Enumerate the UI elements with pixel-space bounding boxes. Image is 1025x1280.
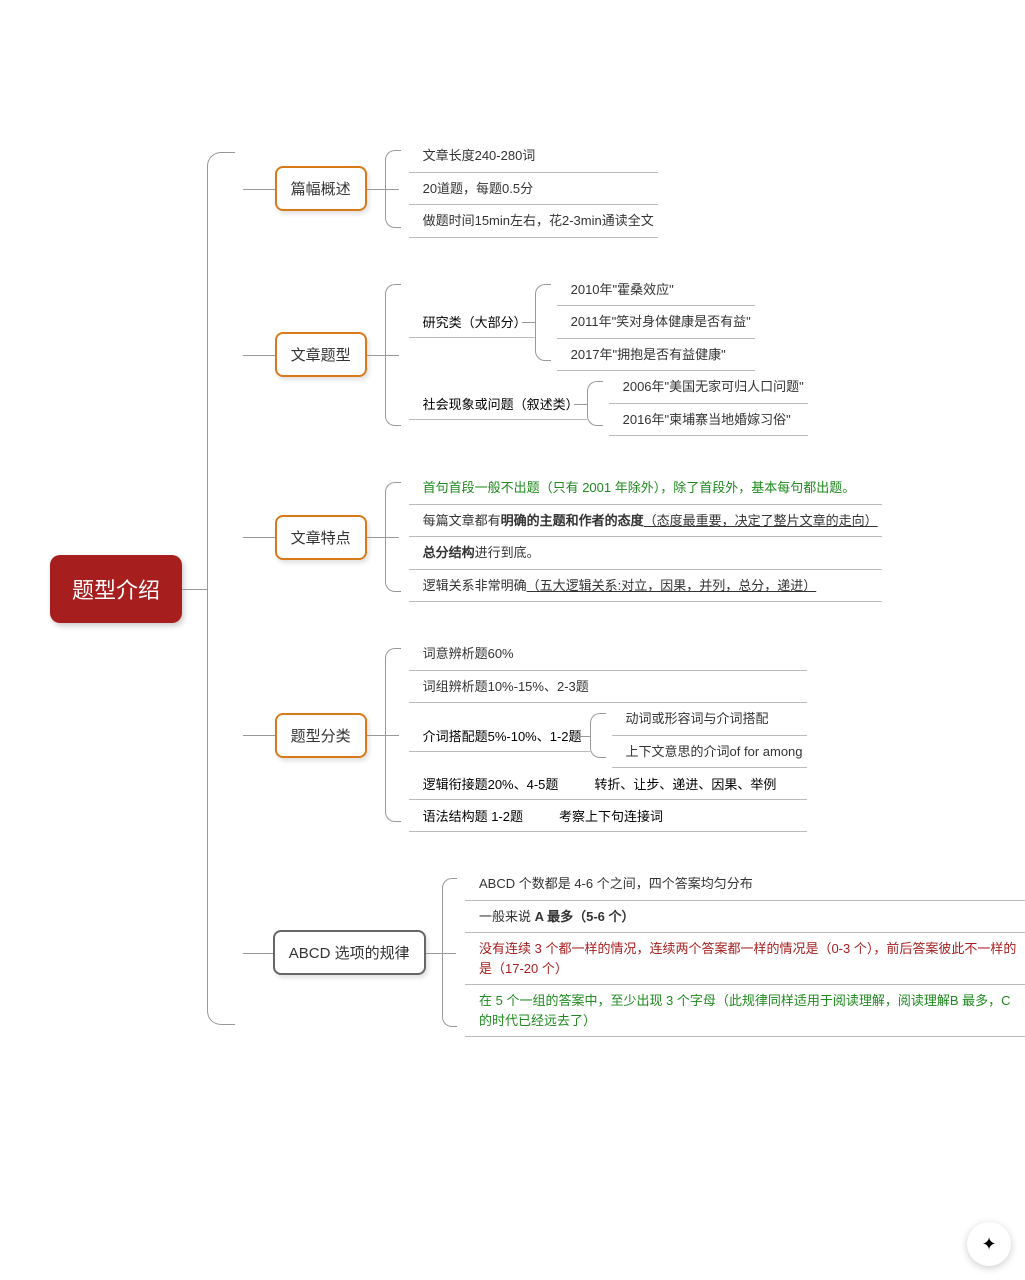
bracket bbox=[590, 713, 606, 758]
inline-label: 语法结构题 1-2题 bbox=[409, 800, 527, 831]
leaf-item: 2011年"笑对身体健康是否有益" bbox=[557, 306, 755, 339]
node-abcd[interactable]: ABCD 选项的规律 bbox=[273, 930, 426, 975]
items: ABCD 个数都是 4-6 个之间，四个答案均匀分布 一般来说 A 最多（5-6… bbox=[465, 868, 1025, 1037]
sparkle-icon: ✦ bbox=[981, 1234, 996, 1255]
sub-social: 社会现象或问题（叙述类） 2006年"美国无家可归人口问题" 2016年"柬埔寨… bbox=[409, 371, 808, 436]
sub-label: 社会现象或问题（叙述类） bbox=[409, 388, 587, 420]
sub-research: 研究类（大部分） 2010年"霍桑效应" 2011年"笑对身体健康是否有益" 2… bbox=[409, 274, 808, 372]
branch-abcd: ABCD 选项的规律 ABCD 个数都是 4-6 个之间，四个答案均匀分布 一般… bbox=[243, 868, 1025, 1037]
inline-item: 语法结构题 1-2题 考察上下句连接词 bbox=[409, 800, 807, 832]
leaf-item: 一般来说 A 最多（5-6 个） bbox=[465, 901, 1025, 934]
branch-type: 文章题型 研究类（大部分） 2010年"霍桑效应" 2011年"笑对身体健康是否… bbox=[243, 274, 1025, 437]
bracket bbox=[442, 878, 457, 1027]
connector bbox=[243, 472, 275, 602]
leaf-item: 2006年"美国无家可归人口问题" bbox=[609, 371, 808, 404]
sub-label: 研究类（大部分） bbox=[409, 306, 535, 338]
branch-features: 文章特点 首句首段一般不出题（只有 2001 年除外），除了首段外，基本每句都出… bbox=[243, 472, 1025, 602]
leaf-item: 做题时间15min左右，花2-3min通读全文 bbox=[409, 205, 658, 238]
node-type[interactable]: 文章题型 bbox=[275, 332, 367, 377]
leaf-item: 2017年"拥抱是否有益健康" bbox=[557, 339, 755, 372]
leaf-item: 上下文意思的介词of for among bbox=[612, 736, 807, 769]
leaf-item: 每篇文章都有明确的主题和作者的态度（态度最重要，决定了整片文章的走向） bbox=[409, 505, 882, 538]
bracket bbox=[385, 150, 401, 228]
leaf-item: ABCD 个数都是 4-6 个之间，四个答案均匀分布 bbox=[465, 868, 1025, 901]
sub-items: 2010年"霍桑效应" 2011年"笑对身体健康是否有益" 2017年"拥抱是否… bbox=[557, 274, 755, 372]
connector bbox=[243, 140, 275, 238]
connector bbox=[243, 868, 273, 1037]
branch-overview: 篇幅概述 文章长度240-280词 20道题，每题0.5分 做题时间15min左… bbox=[243, 140, 1025, 238]
connector bbox=[243, 638, 275, 832]
bracket bbox=[385, 648, 401, 822]
mindmap-canvas: 题型介绍 篇幅概述 文章长度240-280词 20道题，每题0.5分 做题时间1… bbox=[0, 0, 1025, 1280]
bracket bbox=[385, 482, 401, 592]
leaf-item: 总分结构进行到底。 bbox=[409, 537, 882, 570]
node-classify[interactable]: 题型分类 bbox=[275, 713, 367, 758]
inline-item: 逻辑衔接题20%、4-5题 转折、让步、递进、因果、举例 bbox=[409, 768, 807, 800]
leaf-item: 词意辨析题60% bbox=[409, 638, 807, 671]
items: 词意辨析题60% 词组辨析题10%-15%、2-3题 介词搭配题5%-10%、1… bbox=[409, 638, 807, 832]
node-features[interactable]: 文章特点 bbox=[275, 515, 367, 560]
inline-label: 逻辑衔接题20%、4-5题 bbox=[409, 768, 563, 799]
level1-branches: 篇幅概述 文章长度240-280词 20道题，每题0.5分 做题时间15min左… bbox=[243, 140, 1025, 1037]
bracket-root bbox=[207, 152, 235, 1025]
leaf-item: 2010年"霍桑效应" bbox=[557, 274, 755, 307]
items: 文章长度240-280词 20道题，每题0.5分 做题时间15min左右，花2-… bbox=[409, 140, 658, 238]
bracket bbox=[385, 284, 401, 427]
connector bbox=[243, 274, 275, 437]
leaf-item: 没有连续 3 个都一样的情况，连续两个答案都一样的情况是（0-3 个），前后答案… bbox=[465, 933, 1025, 985]
node-overview[interactable]: 篇幅概述 bbox=[275, 166, 367, 211]
bracket bbox=[587, 381, 603, 426]
mindmap: 题型介绍 篇幅概述 文章长度240-280词 20道题，每题0.5分 做题时间1… bbox=[0, 140, 1025, 1037]
leaf-item: 动词或形容词与介词搭配 bbox=[612, 703, 807, 736]
fab-button[interactable]: ✦ bbox=[967, 1222, 1011, 1266]
branch-classify: 题型分类 词意辨析题60% 词组辨析题10%-15%、2-3题 介词搭配题5%-… bbox=[243, 638, 1025, 832]
leaf-item: 逻辑关系非常明确（五大逻辑关系:对立，因果，并列，总分，递进） bbox=[409, 570, 882, 603]
sub-label: 介词搭配题5%-10%、1-2题 bbox=[409, 720, 590, 752]
subs: 研究类（大部分） 2010年"霍桑效应" 2011年"笑对身体健康是否有益" 2… bbox=[409, 274, 808, 437]
root-node[interactable]: 题型介绍 bbox=[50, 555, 182, 623]
leaf-item: 文章长度240-280词 bbox=[409, 140, 658, 173]
leaf-item: 词组辨析题10%-15%、2-3题 bbox=[409, 671, 807, 704]
leaf-item: 在 5 个一组的答案中，至少出现 3 个字母（此规律同样适用于阅读理解，阅读理解… bbox=[465, 985, 1025, 1037]
sub-prep: 介词搭配题5%-10%、1-2题 动词或形容词与介词搭配 上下文意思的介词of … bbox=[409, 703, 807, 768]
leaf-item: 2016年"柬埔寨当地婚嫁习俗" bbox=[609, 404, 808, 437]
sub-items: 2006年"美国无家可归人口问题" 2016年"柬埔寨当地婚嫁习俗" bbox=[609, 371, 808, 436]
leaf-item: 20道题，每题0.5分 bbox=[409, 173, 658, 206]
bracket bbox=[535, 284, 551, 362]
inline-extra: 转折、让步、递进、因果、举例 bbox=[562, 768, 780, 799]
sub-items: 动词或形容词与介词搭配 上下文意思的介词of for among bbox=[612, 703, 807, 768]
leaf-item: 首句首段一般不出题（只有 2001 年除外），除了首段外，基本每句都出题。 bbox=[409, 472, 882, 505]
items: 首句首段一般不出题（只有 2001 年除外），除了首段外，基本每句都出题。 每篇… bbox=[409, 472, 882, 602]
inline-extra: 考察上下句连接词 bbox=[527, 800, 667, 831]
